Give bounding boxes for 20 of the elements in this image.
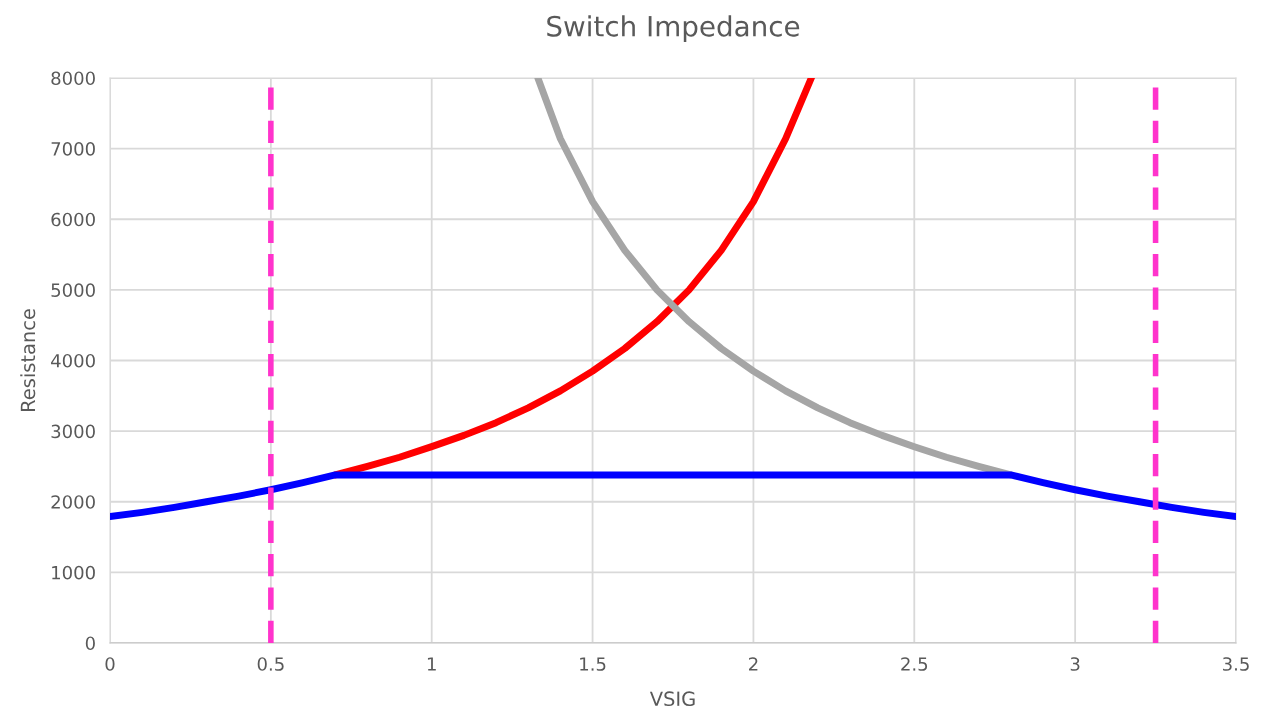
y-tick-label: 3000 [51,424,95,439]
y-tick-label: 1000 [52,565,95,580]
x-tick-label: 1.5 [580,657,606,671]
y-tick-label: 8000 [51,71,95,86]
x-tick-label: 0.5 [257,657,284,671]
y-tick-label: 2000 [51,495,95,509]
y-tick-label: 5000 [51,283,95,297]
x-tick-label: 3 [1070,657,1080,671]
y-tick-label: 7000 [51,142,95,156]
y-axis-title: Resistance [20,309,36,411]
x-axis-title: VSIG [649,691,695,707]
chart-title: Switch Impedance [547,15,800,43]
x-tick-label: 2 [749,657,758,671]
x-tick-label: 3.5 [1223,657,1249,671]
x-tick-label: 2.5 [901,657,928,671]
x-tick-label: 0 [105,657,115,671]
y-tick-label: 0 [85,636,95,651]
x-tick-label: 1 [427,657,436,671]
y-tick-label: 6000 [51,212,95,227]
y-tick-label: 4000 [51,353,95,368]
